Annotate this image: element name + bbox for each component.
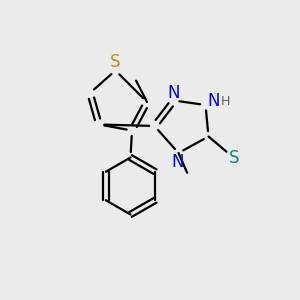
Text: N: N (172, 153, 184, 171)
Text: N: N (208, 92, 220, 110)
Text: S: S (228, 149, 239, 167)
Text: S: S (110, 53, 121, 71)
Text: N: N (167, 84, 180, 102)
Text: H: H (221, 95, 231, 108)
